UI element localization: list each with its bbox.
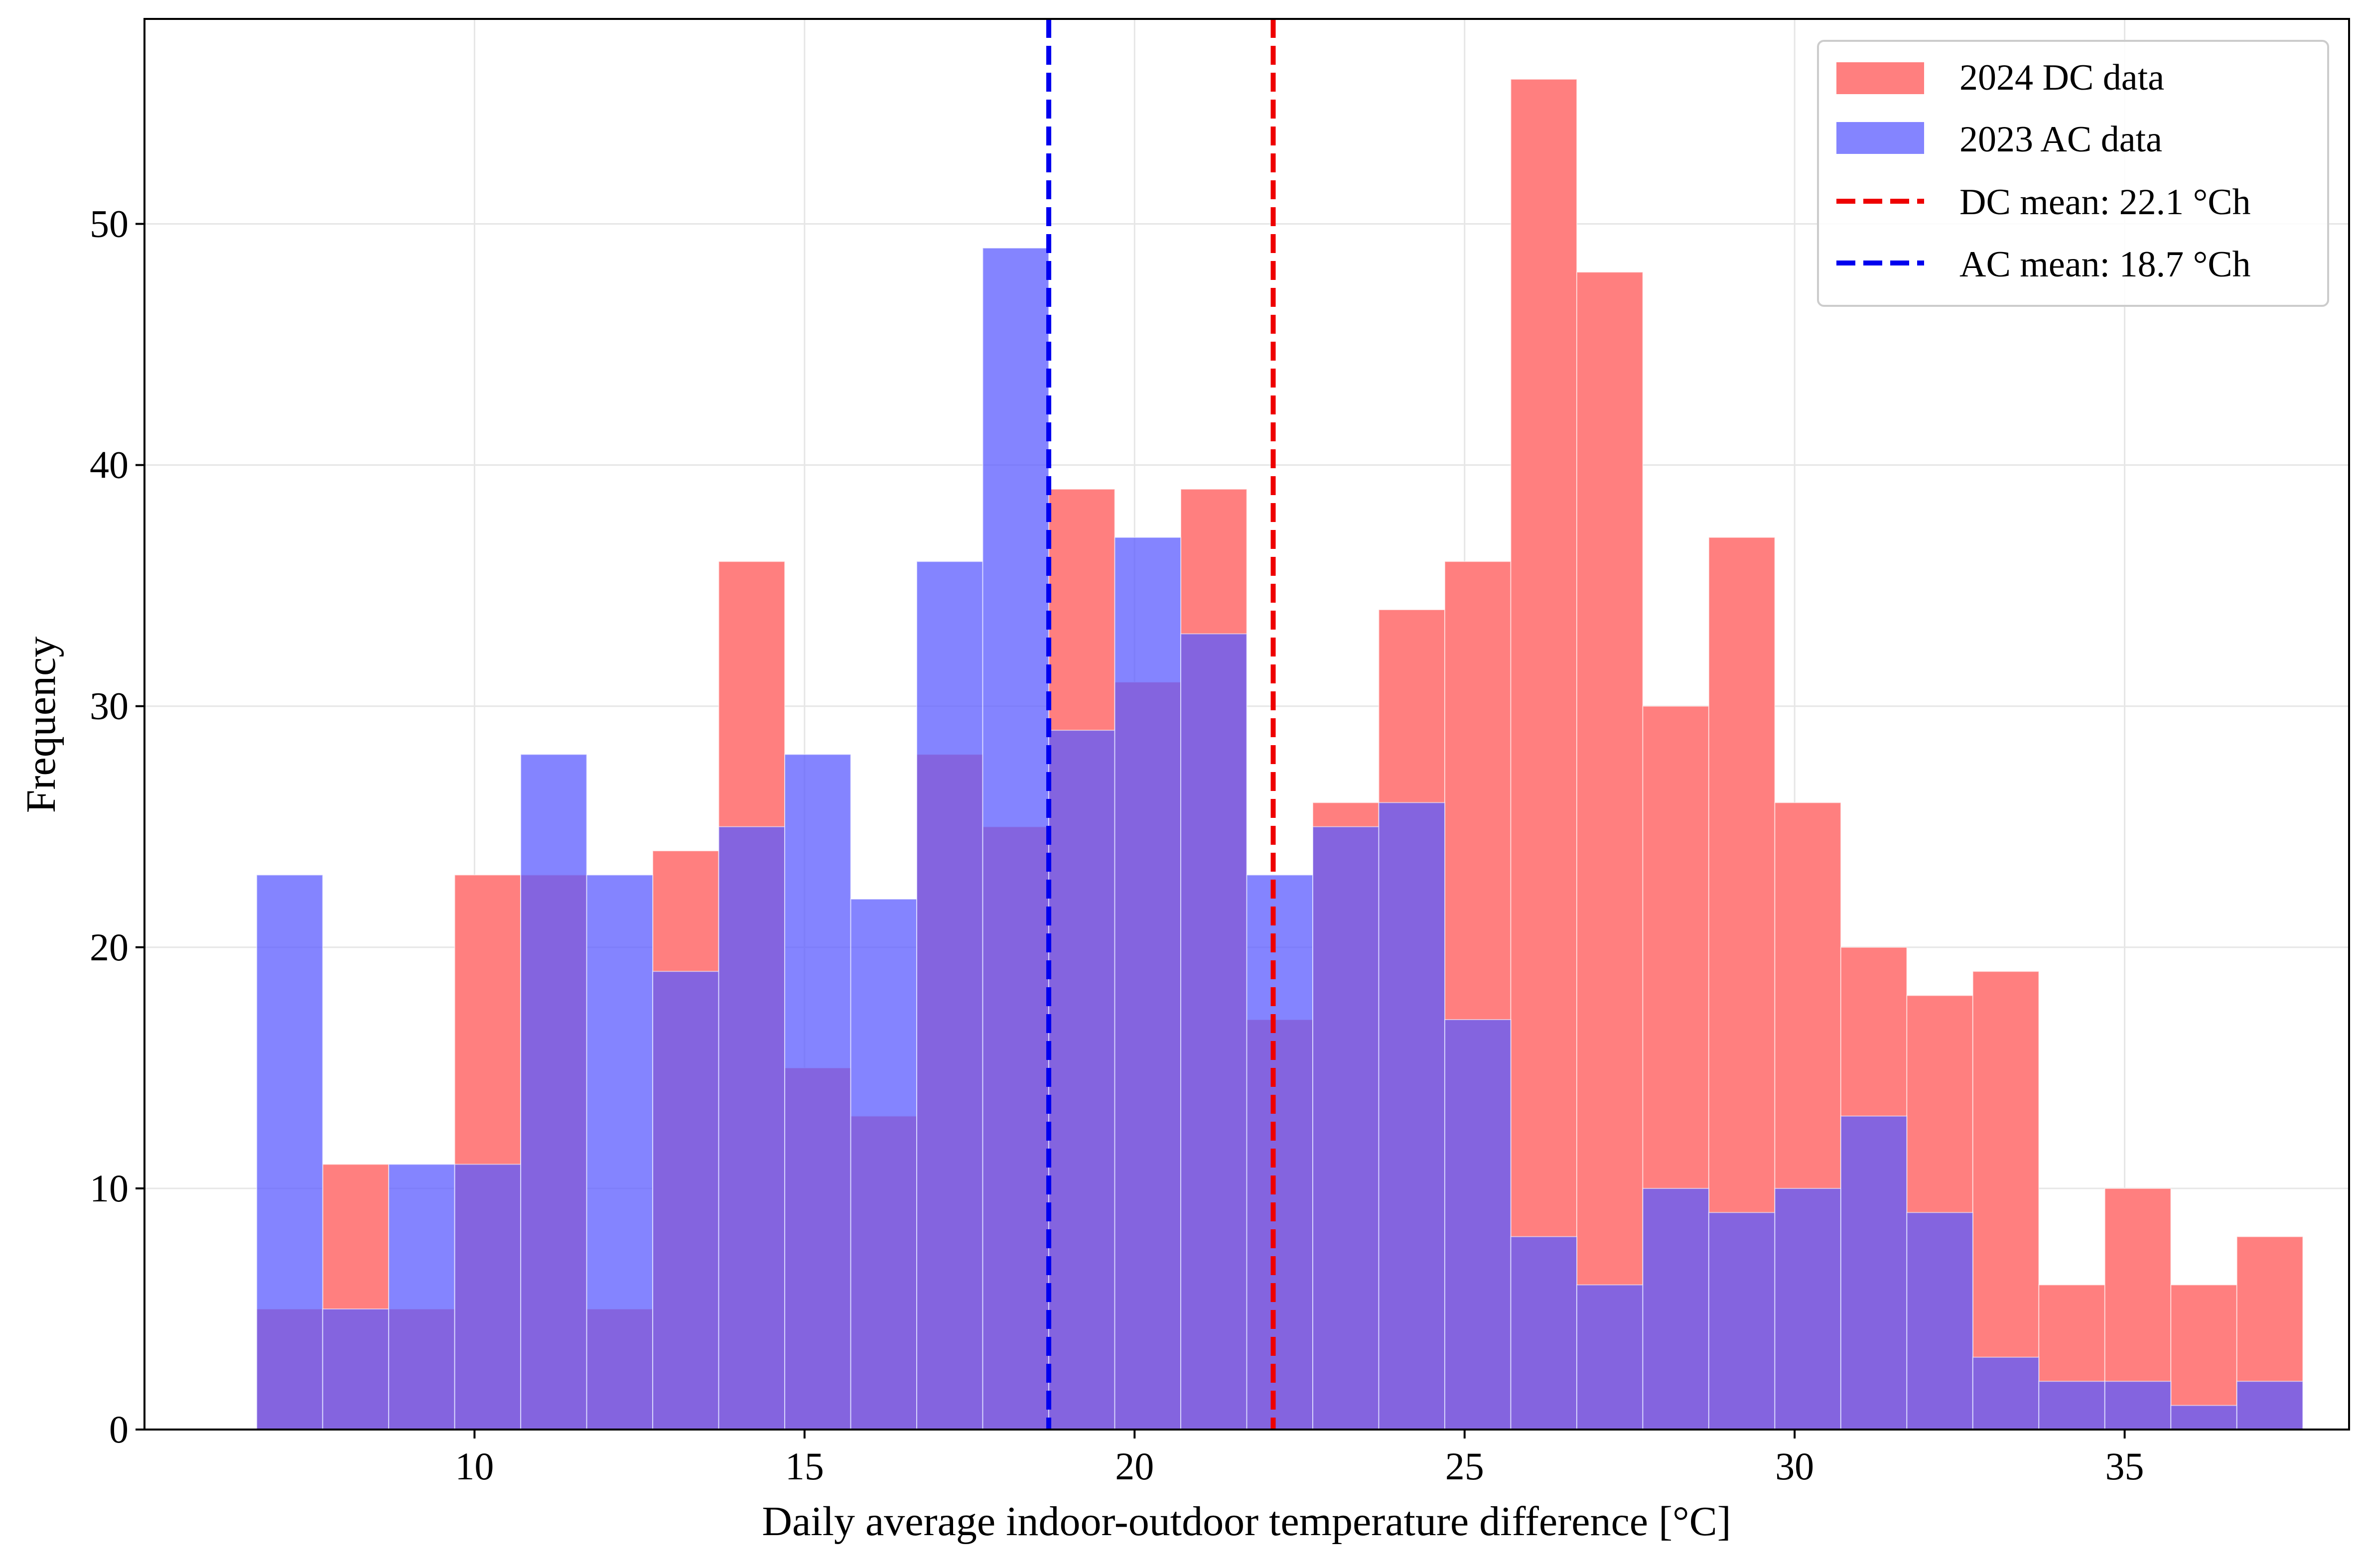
bar-ac-3	[454, 1164, 522, 1430]
bar-ac-20	[1576, 1284, 1644, 1431]
bar-ac-11	[982, 247, 1050, 1430]
legend-swatch-ac-data	[1836, 122, 1924, 154]
bar-ac-16	[1312, 826, 1380, 1430]
bar-ac-5	[586, 874, 654, 1430]
bar-ac-27	[2038, 1381, 2105, 1430]
x-tick-label: 15	[785, 1444, 824, 1488]
bar-ac-26	[1972, 1356, 2040, 1431]
y-tick-label: 50	[90, 202, 129, 245]
bar-ac-4	[520, 754, 587, 1430]
bar-ac-19	[1510, 1236, 1577, 1431]
y-tick-label: 30	[90, 684, 129, 728]
bar-ac-24	[1840, 1115, 1908, 1431]
y-axis-label: Frequency	[18, 637, 64, 813]
bar-ac-18	[1444, 1019, 1512, 1430]
x-axis-label: Daily average indoor-outdoor temperature…	[762, 1498, 1731, 1545]
bar-ac-22	[1708, 1212, 1776, 1430]
histogram-bars	[256, 79, 2304, 1431]
bar-ac-30	[2236, 1381, 2304, 1430]
bar-ac-2	[388, 1164, 455, 1430]
bar-ac-10	[916, 561, 983, 1430]
bar-ac-7	[718, 826, 786, 1430]
bar-ac-8	[784, 754, 851, 1430]
bar-ac-12	[1048, 730, 1115, 1430]
x-tick-label: 25	[1445, 1444, 1484, 1488]
bar-ac-1	[322, 1308, 390, 1431]
legend: 2024 DC data 2023 AC data DC mean: 22.1 …	[1817, 40, 2329, 307]
axis-ticks: 10 15 20 25 30 35 0 10 20 30 40 50	[90, 202, 2144, 1488]
bar-dc-19	[1510, 79, 1577, 1430]
x-tick-label: 20	[1115, 1444, 1154, 1488]
mean-reference-lines	[1046, 19, 1276, 1430]
bar-ac-6	[652, 971, 719, 1430]
y-tick-label: 20	[90, 925, 129, 969]
legend-box	[1817, 40, 2329, 307]
y-tick-label: 0	[109, 1408, 129, 1451]
bar-dc-26	[1972, 971, 2040, 1430]
x-tick-label: 30	[1775, 1444, 1814, 1488]
bar-ac-9	[850, 898, 918, 1430]
y-tick-label: 40	[90, 443, 129, 487]
bar-ac-17	[1378, 802, 1445, 1430]
x-tick-label: 35	[2105, 1444, 2144, 1488]
plot-frame	[143, 18, 2350, 1431]
legend-label-ac-data: 2023 AC data	[1959, 119, 2162, 160]
legend-label-dc-mean: DC mean: 22.1 °Ch	[1959, 182, 2251, 223]
legend-label-ac-mean: AC mean: 18.7 °Ch	[1959, 244, 2251, 285]
bar-ac-23	[1774, 1187, 1841, 1431]
x-tick-label: 10	[455, 1444, 494, 1488]
bar-dc-20	[1576, 271, 1644, 1431]
bar-ac-13	[1114, 536, 1182, 1430]
bar-ac-15	[1246, 874, 1313, 1430]
bar-ac-25	[1906, 1212, 1973, 1430]
bar-ac-28	[2104, 1381, 2172, 1430]
bar-ac-0	[256, 874, 323, 1430]
bar-ac-29	[2170, 1405, 2237, 1431]
legend-label-dc-data: 2024 DC data	[1959, 57, 2164, 98]
bar-ac-14	[1180, 633, 1248, 1430]
bar-ac-21	[1642, 1187, 1709, 1431]
legend-swatch-dc-data	[1836, 62, 1924, 94]
y-tick-label: 10	[90, 1167, 129, 1210]
